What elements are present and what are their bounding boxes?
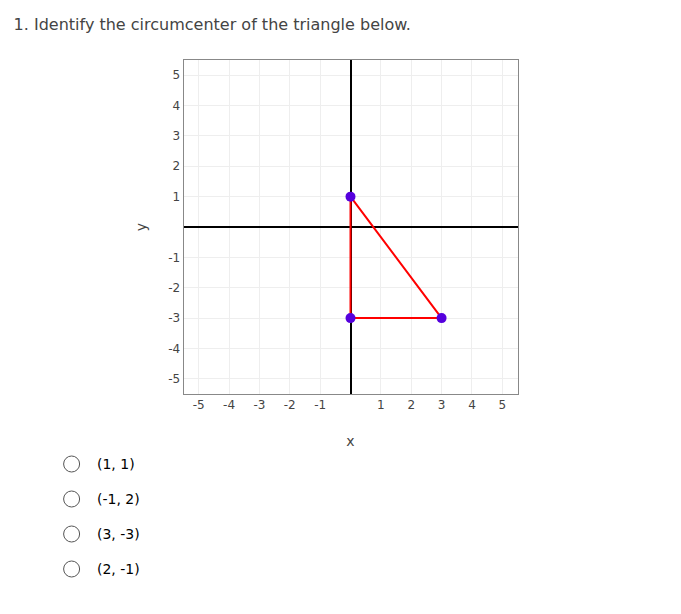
svg-text:1: 1 [377,398,385,412]
svg-text:1. Identify the circumcenter o: 1. Identify the circumcenter of the tria… [14,15,411,34]
svg-text:-5: -5 [168,372,180,386]
svg-text:-1: -1 [314,398,326,412]
svg-text:4: 4 [468,398,476,412]
svg-text:-2: -2 [284,398,296,412]
svg-text:1: 1 [172,190,180,204]
svg-text:-3: -3 [168,311,180,325]
svg-text:(3, -3): (3, -3) [97,526,140,542]
svg-text:2: 2 [172,159,180,173]
svg-text:(1, 1): (1, 1) [97,456,135,472]
svg-text:3: 3 [172,129,180,143]
svg-text:-4: -4 [168,342,180,356]
svg-text:4: 4 [172,99,180,113]
svg-text:(2, -1): (2, -1) [97,561,140,577]
svg-text:3: 3 [438,398,446,412]
svg-text:(-1, 2): (-1, 2) [97,491,140,507]
svg-text:5: 5 [172,68,180,82]
svg-text:-2: -2 [168,281,180,295]
svg-text:-1: -1 [168,251,180,265]
svg-text:y: y [133,223,149,231]
svg-text:-5: -5 [193,398,205,412]
svg-text:2: 2 [407,398,415,412]
svg-text:5: 5 [498,398,506,412]
svg-text:x: x [346,433,354,449]
svg-text:-4: -4 [223,398,235,412]
svg-text:-3: -3 [253,398,265,412]
